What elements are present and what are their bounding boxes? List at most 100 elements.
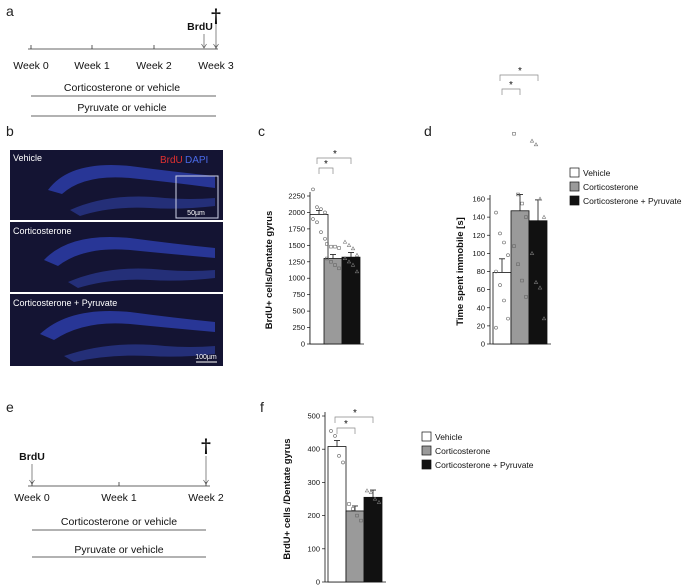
data-point	[372, 496, 378, 501]
data-point	[350, 246, 356, 251]
data-point	[354, 252, 360, 257]
y-tick-label: 120	[472, 231, 485, 240]
data-point	[533, 142, 539, 147]
bar-vehicle	[327, 446, 347, 583]
data-point	[494, 210, 498, 215]
timeline-a-bar-2-label: Pyruvate or vehicle	[77, 102, 166, 114]
bar-corticosterone-pyruvate	[528, 220, 548, 345]
data-point	[541, 214, 547, 219]
tissue-shape	[44, 236, 215, 266]
micrograph-label-vehicle: Vehicle	[13, 153, 42, 163]
legend-swatch-vehicle	[569, 167, 580, 178]
bar-vehicle	[492, 272, 512, 345]
significance-bracket	[499, 74, 539, 81]
bar-corticosterone-pyruvate	[363, 496, 383, 583]
y-tick-label: 1000	[288, 274, 305, 283]
y-tick-label: 500	[307, 412, 320, 421]
data-point	[537, 285, 543, 290]
data-point	[494, 325, 498, 330]
y-tick-label: 1750	[288, 224, 305, 233]
data-point	[325, 256, 329, 261]
legend-label-corticosterone: Corticosterone	[435, 446, 491, 456]
dagger-icon-a: †	[211, 5, 221, 27]
stain-brdu-label: BrdU	[160, 155, 183, 166]
y-tick-label: 80	[477, 267, 485, 276]
data-point	[323, 236, 327, 241]
significance-bracket	[318, 167, 334, 174]
data-point	[529, 138, 535, 143]
panel-letter-d: d	[424, 123, 432, 139]
data-point	[520, 278, 524, 283]
data-point	[364, 488, 370, 493]
data-point	[337, 454, 341, 458]
data-point	[346, 259, 352, 264]
y-tick-label: 60	[477, 285, 485, 294]
micrograph-label-cort-pyruvate: Corticosterone + Pyruvate	[13, 298, 117, 308]
data-point	[347, 502, 351, 506]
significance-star: *	[509, 80, 513, 91]
data-point	[337, 246, 341, 250]
data-point	[524, 295, 528, 299]
data-point	[311, 217, 315, 221]
timeline-a-week-1: Week 1	[74, 60, 110, 72]
legend-bottom: Vehicle Corticosterone Corticosterone + …	[421, 431, 534, 470]
tissue-shape	[70, 196, 215, 216]
y-tick-label: 40	[477, 303, 485, 312]
data-point	[529, 250, 535, 255]
inset-box	[175, 175, 219, 219]
data-point	[325, 242, 329, 246]
y-tick-label: 20	[477, 321, 485, 330]
y-tick-label: 200	[307, 511, 320, 520]
panel-letter-f: f	[260, 399, 264, 415]
tissue-shape	[68, 268, 215, 288]
significance-bracket	[501, 88, 521, 95]
chart-d: 0 20 40 60 80 100 120 140 160 Time spent immobile…	[455, 66, 551, 349]
scale-bar-inset-label: 50µm	[187, 210, 205, 217]
dagger-icon-e: †	[201, 435, 211, 457]
timeline-e-brdu-label: BrdU	[19, 451, 45, 463]
data-point	[319, 230, 323, 234]
data-point	[506, 316, 510, 321]
significance-star: *	[333, 149, 337, 160]
tissue-shape	[40, 310, 215, 340]
data-point	[341, 460, 345, 465]
y-tick-label: 100	[472, 249, 485, 258]
brdu-arrowhead-a	[201, 43, 207, 49]
timeline-e-week-1: Week 1	[101, 492, 137, 504]
micrograph-label-corticosterone: Corticosterone	[13, 226, 72, 236]
legend-top: Vehicle Corticosterone Corticosterone + …	[569, 167, 682, 206]
data-point	[368, 489, 374, 494]
data-point	[319, 207, 323, 211]
y-tick-label: 1250	[288, 257, 305, 266]
timeline-e-week-2: Week 2	[188, 492, 224, 504]
timeline-a-brdu-label: BrdU	[187, 21, 213, 33]
significance-bracket	[316, 157, 352, 164]
data-point	[333, 244, 337, 249]
data-point	[516, 262, 520, 266]
data-point	[541, 316, 547, 321]
data-point	[376, 499, 382, 504]
data-point	[520, 201, 524, 206]
data-point	[351, 507, 355, 511]
data-point	[506, 253, 510, 257]
timeline-a: Week 0 Week 1 Week 2 Week 3 BrdU † Corti…	[13, 5, 234, 117]
data-point	[524, 215, 528, 219]
y-tick-label: 750	[292, 290, 305, 299]
y-tick-label: 300	[307, 478, 320, 487]
bar-corticosterone	[345, 510, 365, 583]
significance-bracket	[334, 416, 374, 423]
data-point	[323, 210, 327, 215]
scale-bar-main-label: 100µm	[195, 354, 217, 361]
data-point	[516, 192, 520, 197]
data-point	[337, 266, 341, 271]
data-point	[502, 240, 506, 245]
data-point	[315, 205, 319, 209]
legend-swatch-cort-pyruvate	[569, 195, 580, 206]
y-tick-label: 500	[292, 307, 305, 316]
y-tick-label: 400	[307, 445, 320, 454]
significance-star: *	[518, 66, 522, 77]
legend-label-vehicle: Vehicle	[583, 168, 611, 178]
data-point	[329, 429, 333, 433]
legend-label-cort-pyruvate: Corticosterone + Pyruvate	[435, 460, 534, 470]
